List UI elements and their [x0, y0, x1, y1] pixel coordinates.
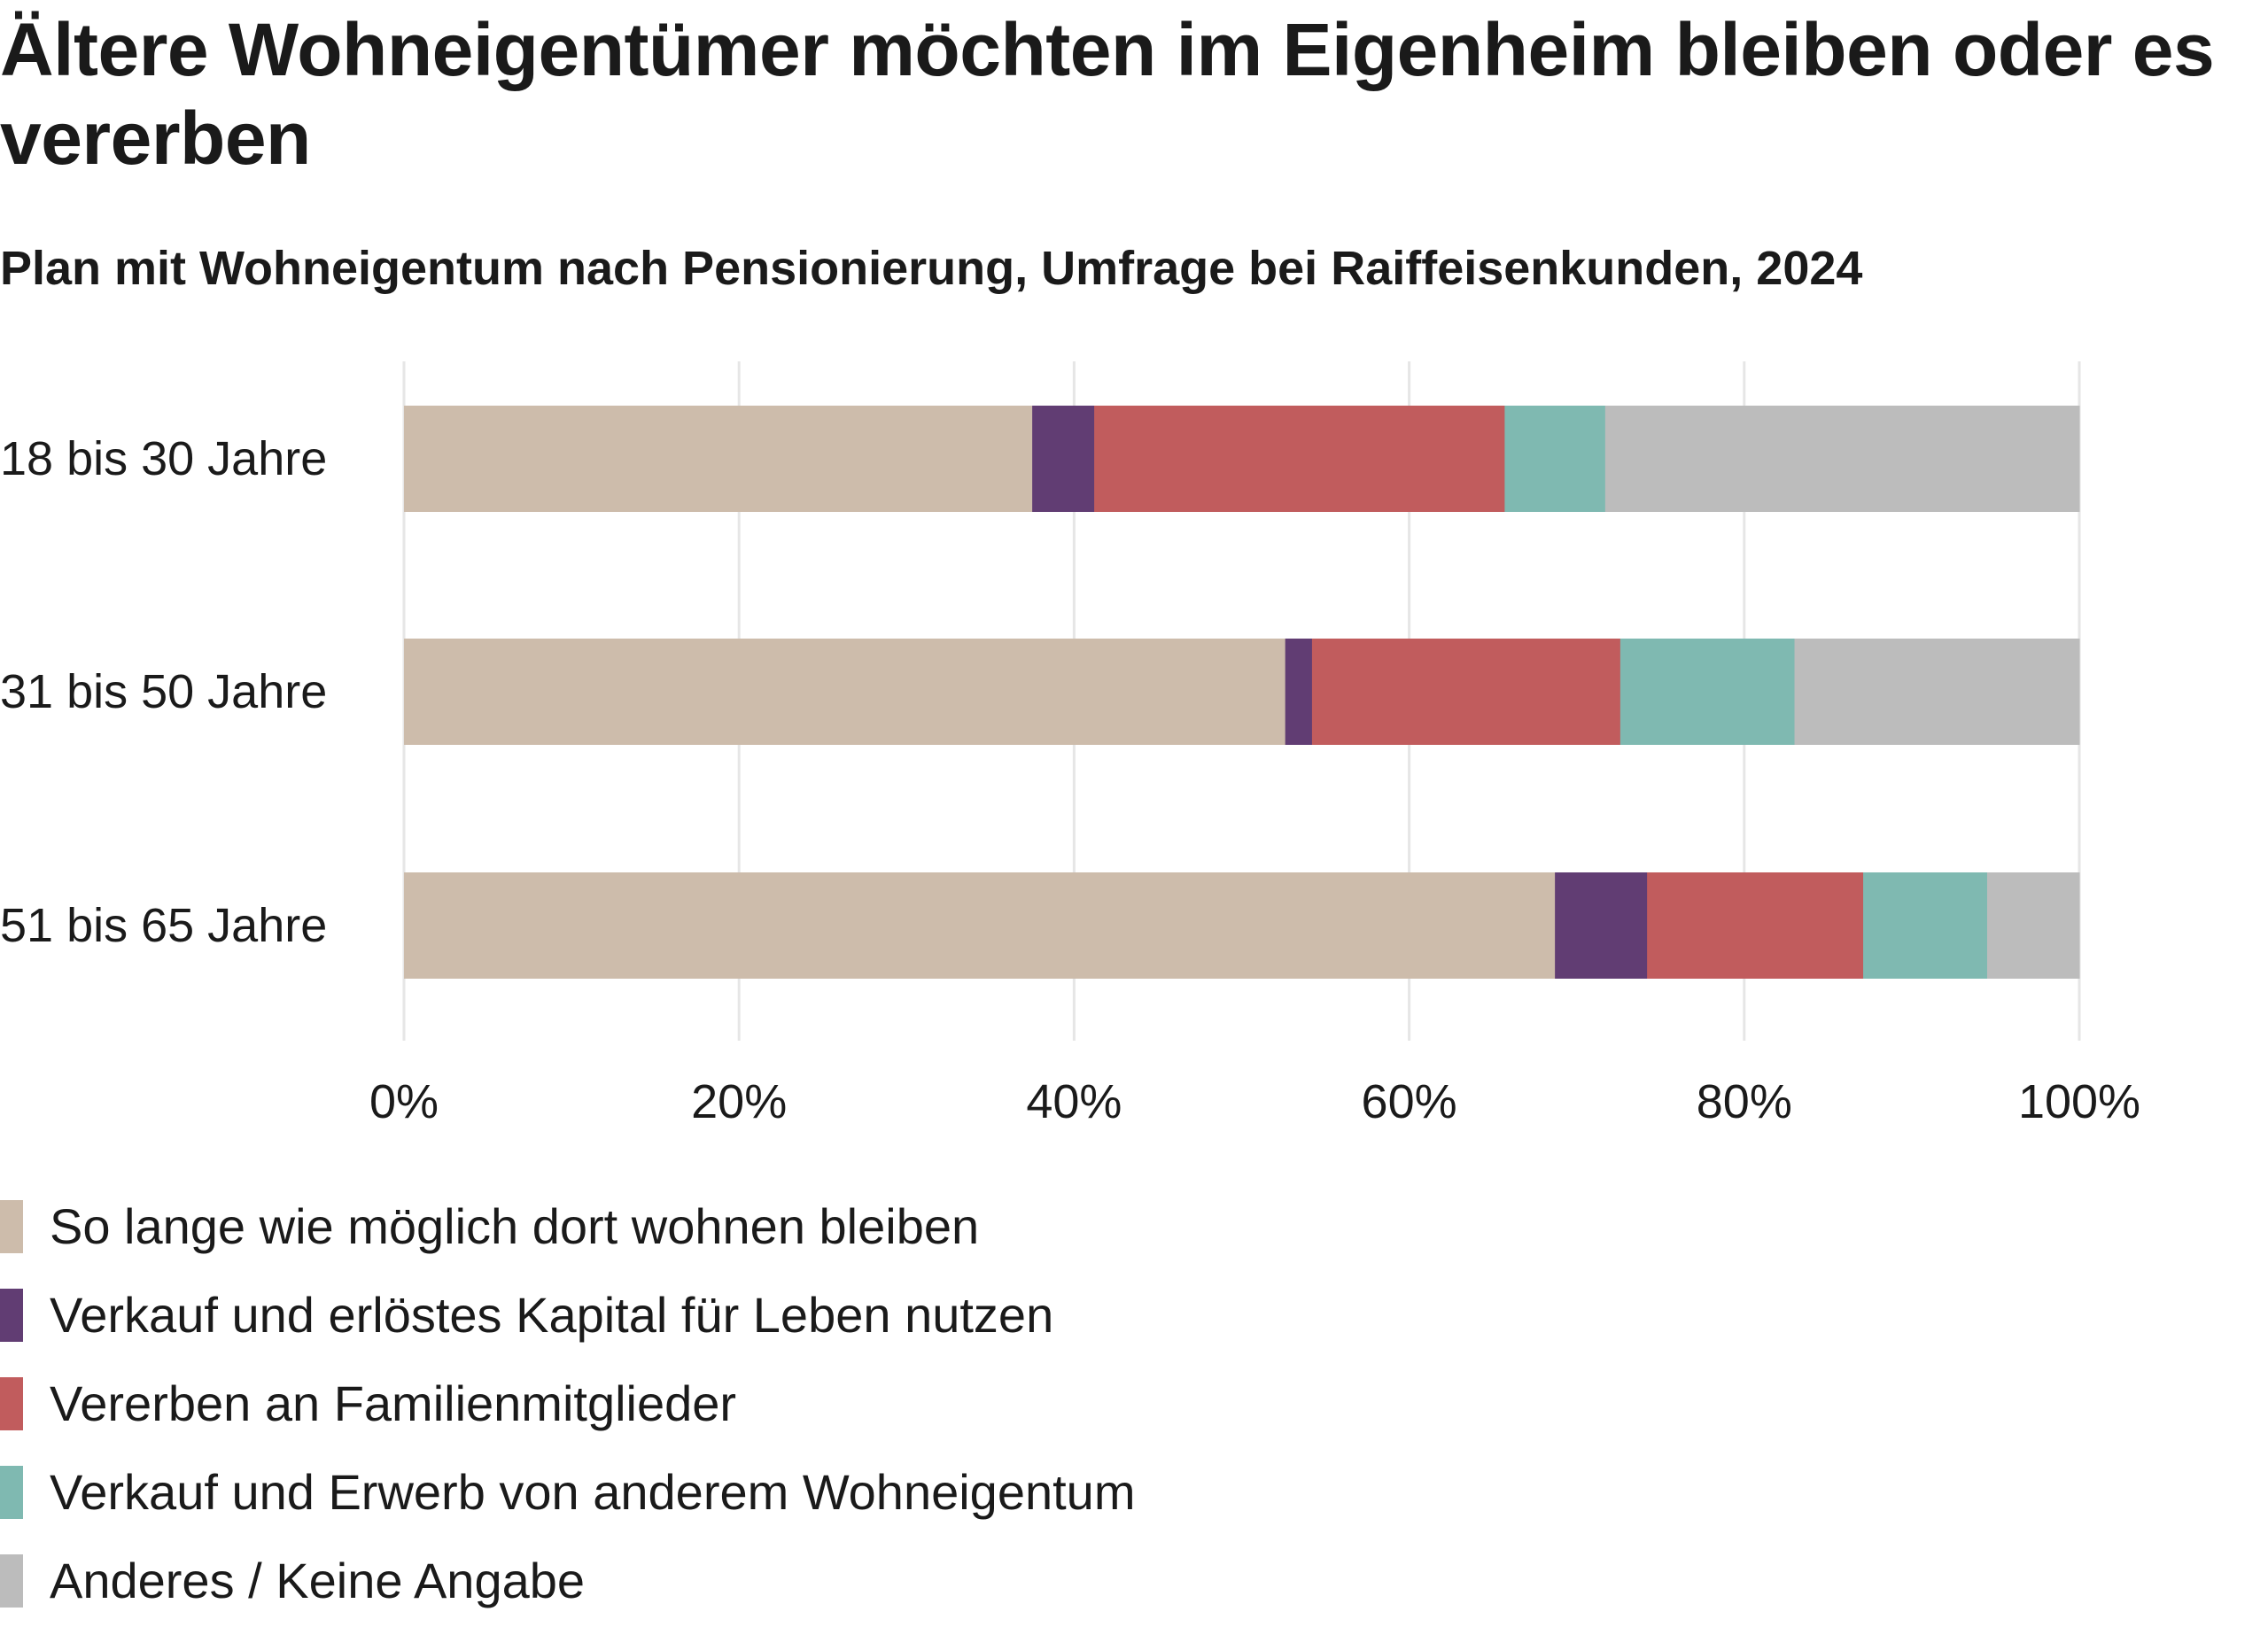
bar-segment-1-3: [1619, 639, 1796, 745]
legend-swatch-3: [0, 1466, 23, 1519]
bar-segment-1-1: [1285, 639, 1313, 745]
x-tick-label-4: 80%: [1697, 1075, 1792, 1128]
legend-swatch-4: [0, 1554, 23, 1608]
stacked-bar-chart: 18 bis 30 Jahre 31 bis 50 Jahre 51 bis 65 …: [0, 361, 2140, 1128]
category-label-1: 31 bis 50 Jahre: [0, 665, 327, 718]
legend-swatch-1: [0, 1289, 23, 1342]
legend-label-4: Anderes / Keine Angabe: [50, 1553, 586, 1608]
chart-subtitle: Plan mit Wohneigentum nach Pensionierung…: [0, 242, 1863, 295]
legend-swatch-0: [0, 1200, 23, 1253]
x-tick-label-3: 60%: [1362, 1075, 1457, 1128]
legend-item-1: Verkauf und erlöstes Kapital für Leben n…: [0, 1271, 1135, 1360]
x-tick-label-1: 20%: [691, 1075, 787, 1128]
chart-title: Ältere Wohneigentümer möchten im Eigenhe…: [0, 8, 2215, 180]
bar-segment-1-2: [1311, 639, 1621, 745]
bar-segment-0-3: [1504, 406, 1606, 512]
legend-label-1: Verkauf und erlöstes Kapital für Leben n…: [50, 1287, 1054, 1343]
bar-segment-1-4: [1794, 639, 2080, 745]
bar-segment-0-4: [1604, 406, 2080, 512]
legend-item-2: Vererben an Familienmitglieder: [0, 1360, 1135, 1448]
category-label-2: 51 bis 65 Jahre: [0, 899, 327, 952]
x-tick-labels: 0% 20% 40% 60% 80% 100%: [369, 1075, 2140, 1128]
legend-label-2: Vererben an Familienmitglieder: [50, 1375, 737, 1431]
bar-segment-1-0: [404, 639, 1286, 745]
bar-segment-2-2: [1647, 872, 1864, 979]
category-label-0: 18 bis 30 Jahre: [0, 432, 327, 485]
x-tick-label-2: 40%: [1026, 1075, 1122, 1128]
legend-label-0: So lange wie möglich dort wohnen bleiben: [50, 1198, 980, 1254]
bar-segment-2-1: [1555, 872, 1648, 979]
bar-segment-0-2: [1094, 406, 1505, 512]
bar-segment-2-4: [1986, 872, 2080, 979]
legend-item-4: Anderes / Keine Angabe: [0, 1537, 1135, 1625]
bar-segment-2-0: [404, 872, 1556, 979]
bars: [404, 406, 2080, 979]
bar-segment-2-3: [1863, 872, 1988, 979]
bar-segment-0-1: [1032, 406, 1095, 512]
legend: So lange wie möglich dort wohnen bleiben…: [0, 1182, 1135, 1625]
legend-item-3: Verkauf und Erwerb von anderem Wohneigen…: [0, 1448, 1135, 1537]
legend-swatch-2: [0, 1377, 23, 1430]
x-tick-label-5: 100%: [2018, 1075, 2140, 1128]
legend-label-3: Verkauf und Erwerb von anderem Wohneigen…: [50, 1464, 1136, 1520]
category-labels: 18 bis 30 Jahre 31 bis 50 Jahre 51 bis 65 …: [0, 432, 327, 952]
bar-segment-0-0: [404, 406, 1033, 512]
x-tick-label-0: 0%: [369, 1075, 439, 1128]
legend-item-0: So lange wie möglich dort wohnen bleiben: [0, 1182, 1135, 1271]
